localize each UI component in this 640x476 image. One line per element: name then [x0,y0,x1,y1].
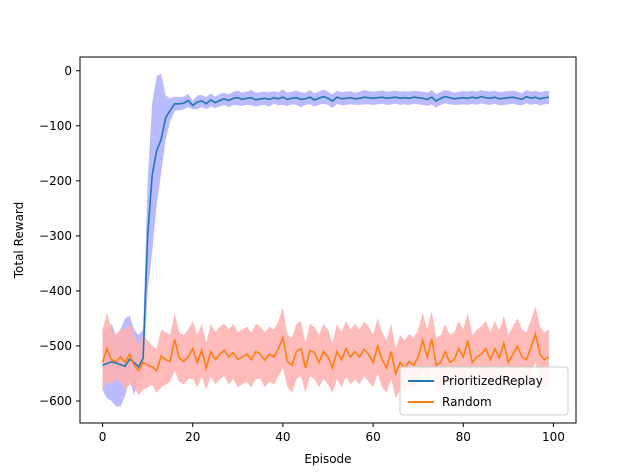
x-tick-label: 80 [456,430,471,444]
y-tick-label: −100 [39,119,72,133]
x-tick-label: 20 [185,430,200,444]
y-tick-label: −300 [39,229,72,243]
series-line-0 [102,95,550,369]
confidence-bands [102,73,549,407]
y-tick-label: 0 [64,64,72,78]
y-tick-label: −200 [39,174,72,188]
y-tick-label: −400 [39,284,72,298]
y-axis-ticks: 0 −100 −200 −300 −400 −500 −600 [39,64,80,408]
legend: PrioritizedReplay Random [399,366,569,416]
y-tick-label: −500 [39,339,72,353]
legend-label-0: PrioritizedReplay [442,374,543,388]
x-axis-label: Episode [304,452,351,466]
legend-box [399,366,569,416]
x-tick-label: 100 [542,430,565,444]
series-line-1 [101,330,550,377]
y-axis-label: Total Reward [12,202,26,280]
series-lines [101,95,550,377]
legend-label-1: Random [442,395,492,409]
x-tick-label: 40 [275,430,290,444]
plot-frame [79,56,577,424]
x-tick-label: 60 [365,430,380,444]
y-tick-label: −600 [39,394,72,408]
x-axis-ticks: 0 20 40 60 80 100 [99,423,565,444]
x-tick-label: 0 [99,430,107,444]
